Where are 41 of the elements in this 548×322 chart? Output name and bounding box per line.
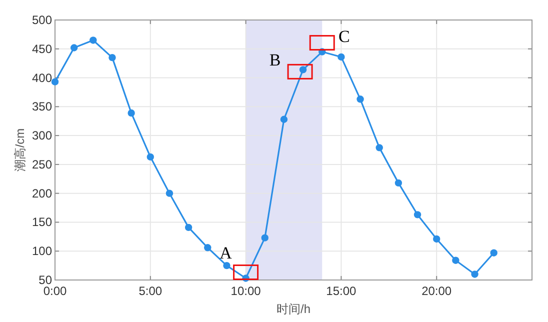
y-tick-label: 400	[32, 70, 52, 85]
annotation: C	[338, 26, 350, 46]
y-tick-label: 450	[32, 42, 52, 56]
x-tick-label: 0:00	[43, 284, 67, 298]
x-tick-label: 15:00	[326, 284, 357, 298]
y-tick-label: 350	[32, 100, 52, 114]
point	[261, 234, 268, 242]
y-tick-label: 50	[38, 273, 52, 287]
point	[51, 78, 59, 86]
point	[280, 116, 288, 123]
x-axis-title: 时间/h	[276, 302, 311, 316]
point	[90, 36, 97, 44]
annotation: B	[269, 50, 281, 70]
y-tick-label: 100	[32, 244, 52, 258]
point	[452, 256, 460, 264]
point	[108, 54, 116, 62]
point	[128, 109, 135, 117]
y-tick-label: 500	[32, 13, 52, 27]
y-tick-label: 200	[32, 186, 52, 200]
annotation: A	[220, 243, 233, 262]
y-tick-label: 150	[32, 215, 52, 230]
point	[471, 270, 478, 278]
point	[166, 190, 174, 197]
y-tick-label: 250	[32, 157, 52, 172]
point	[394, 179, 402, 187]
point	[490, 249, 498, 256]
point	[204, 244, 212, 252]
point	[376, 144, 383, 152]
x-tick-label: 20:00	[422, 284, 452, 298]
point	[433, 235, 440, 243]
x-tick-label: 5:00	[138, 284, 162, 298]
y-axis-title: 潮高/cm	[13, 128, 27, 172]
point	[414, 211, 422, 218]
y-tick-label: 300	[32, 128, 52, 143]
x-tick-label: 10:00	[230, 284, 262, 298]
point	[338, 53, 345, 61]
point	[184, 224, 192, 232]
point	[70, 44, 78, 52]
point	[356, 96, 364, 103]
point	[223, 262, 230, 270]
point	[146, 153, 154, 161]
